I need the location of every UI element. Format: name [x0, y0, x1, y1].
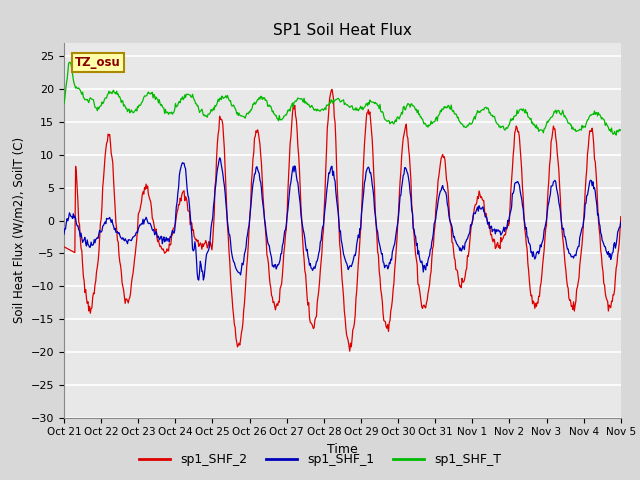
Text: TZ_osu: TZ_osu — [75, 56, 121, 69]
Y-axis label: Soil Heat Flux (W/m2), SoilT (C): Soil Heat Flux (W/m2), SoilT (C) — [12, 137, 25, 324]
X-axis label: Time: Time — [327, 443, 358, 456]
Legend: sp1_SHF_2, sp1_SHF_1, sp1_SHF_T: sp1_SHF_2, sp1_SHF_1, sp1_SHF_T — [134, 448, 506, 471]
Title: SP1 Soil Heat Flux: SP1 Soil Heat Flux — [273, 23, 412, 38]
